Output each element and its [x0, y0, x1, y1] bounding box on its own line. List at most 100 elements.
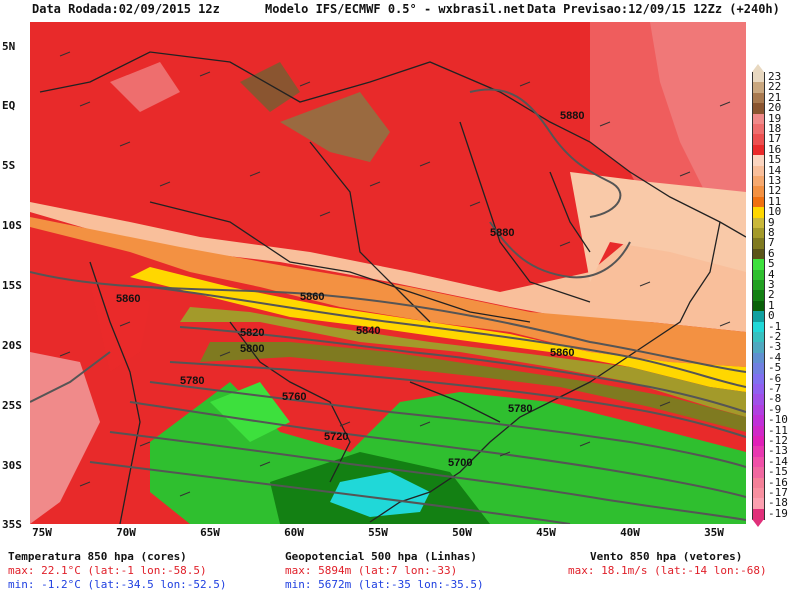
colorbar-label: -17	[768, 486, 788, 499]
peach-band	[30, 202, 746, 332]
colorbar-cell	[752, 72, 765, 83]
colorbar-cell	[752, 456, 765, 468]
border-south	[229, 321, 351, 483]
colorbar-cell	[752, 436, 765, 447]
colorbar-cell	[752, 155, 765, 167]
peach-east	[570, 172, 746, 282]
warm-pink-northwest	[110, 62, 180, 112]
colorbar-cell	[752, 207, 765, 219]
colorbar-cell	[752, 280, 765, 291]
colorbar-cell	[752, 498, 765, 510]
temperature-legend-title: Temperatura 850 hpa (cores)	[8, 550, 187, 563]
colorbar-cell	[752, 217, 765, 229]
contour-label: 5720	[324, 431, 348, 443]
colorbar-label: 1	[768, 298, 775, 312]
contour-label: 5700	[448, 457, 472, 469]
colorbar-cell	[752, 144, 765, 156]
colorbar-cell	[752, 186, 765, 198]
lat-label: 15S	[2, 279, 22, 292]
lat-label: 20S	[2, 339, 22, 352]
warm-core-central	[280, 92, 390, 162]
west-pink-strip	[30, 352, 100, 524]
border-bolivia	[149, 201, 531, 323]
colorbar-label: 8	[768, 226, 775, 239]
colorbar-cell	[752, 165, 765, 177]
colorbar-cell	[752, 248, 765, 260]
contour-5760	[129, 401, 746, 498]
lon-label: 40W	[620, 526, 640, 539]
border-central	[309, 141, 431, 323]
wind-legend-title: Vento 850 hpa (vetores)	[590, 550, 743, 563]
colorbar-label: 0	[768, 309, 775, 323]
contour-label: 5780	[508, 403, 532, 415]
contour-label: 5880	[490, 227, 514, 239]
contour-5800	[169, 361, 746, 438]
contour-label: 5860	[300, 291, 324, 303]
colorbar-cell	[752, 82, 765, 94]
contour-5820	[179, 326, 746, 413]
border-parana	[409, 381, 501, 423]
contour-5780	[149, 381, 746, 468]
warm-core-north	[240, 62, 300, 112]
colorbar-cell	[752, 425, 765, 437]
colorbar-cell	[752, 342, 765, 354]
colorbar-label: 13	[768, 174, 782, 187]
colorbar-cell	[752, 488, 765, 499]
lat-label: 5N	[2, 40, 16, 53]
east-coastline	[369, 221, 721, 523]
contour-labels: 5880 5880 5860 5860 5840 5820 5800 5860 …	[116, 110, 584, 469]
colorbar-label: 23	[768, 70, 782, 83]
colorbar-label: -19	[768, 506, 788, 520]
colorbar-label: 19	[768, 111, 782, 125]
contour-west	[30, 351, 111, 403]
contour-label: 5880	[560, 110, 584, 122]
borders	[39, 51, 746, 524]
west-red-patch	[90, 282, 150, 372]
contour-5740	[109, 431, 746, 521]
geopotential-max: max: 5894m (lat:7 lon:-33)	[285, 564, 458, 577]
colorbar-cell	[752, 363, 765, 375]
cold-core	[330, 472, 430, 517]
colorbar-cell	[752, 352, 765, 364]
model-header: Modelo IFS/ECMWF 0.5° - wxbrasil.net	[265, 2, 526, 16]
border-east	[459, 121, 591, 303]
colorbar-label: -4	[768, 350, 782, 364]
colorbar-cell	[752, 300, 765, 312]
lat-label: 25S	[2, 399, 22, 412]
temperature-max: max: 22.1°C (lat:-1 lon:-58.5)	[8, 564, 207, 577]
colorbar-label: 7	[768, 236, 775, 250]
colorbar-label: 18	[768, 122, 782, 135]
contour-label: 5800	[240, 343, 264, 355]
colorbar-label: 20	[768, 101, 782, 115]
colorbar-label: -2	[768, 330, 782, 343]
colorbar-label: -3	[768, 340, 782, 354]
colorbar-cell	[752, 508, 765, 520]
colorbar-label: -8	[768, 392, 782, 406]
colorbar-label: -5	[768, 361, 782, 375]
border-andes	[89, 261, 141, 524]
geopotential-min: min: 5672m (lat:-35 lon:-35.5)	[285, 578, 484, 591]
colorbar-label: 6	[768, 246, 775, 260]
geopotential-legend-title: Geopotencial 500 hpa (Linhas)	[285, 550, 478, 563]
contour-5880-east	[489, 221, 631, 279]
lat-label: 30S	[2, 459, 22, 472]
colorbar-label: -7	[768, 382, 782, 395]
contour-5840	[149, 286, 746, 388]
colorbar-label: -12	[768, 434, 788, 447]
colorbar-label: 15	[768, 153, 782, 167]
colorbar-label: -11	[768, 423, 788, 437]
colorbar-cell	[752, 415, 765, 427]
colorbar-cell	[752, 332, 765, 343]
colorbar-cell	[752, 477, 765, 489]
lat-label: 10S	[2, 219, 22, 232]
geopotential-contours	[30, 88, 746, 524]
colorbar-label: 3	[768, 278, 775, 291]
colorbar-label: -10	[768, 413, 788, 427]
ocean-pink-zone	[650, 22, 746, 222]
north-coastline	[39, 51, 746, 238]
colorbar-label: 11	[768, 194, 782, 208]
colorbar-cell	[752, 259, 765, 271]
colorbar-label: -13	[768, 444, 788, 458]
colorbar-label: -9	[768, 402, 782, 416]
lon-label: 60W	[284, 526, 304, 539]
